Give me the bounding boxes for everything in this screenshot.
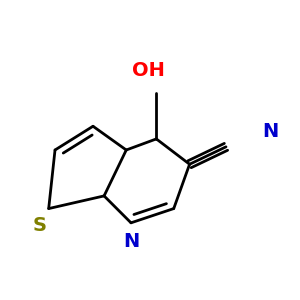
- Text: OH: OH: [132, 61, 165, 80]
- Text: N: N: [262, 122, 279, 140]
- Text: N: N: [123, 232, 139, 251]
- Text: S: S: [32, 217, 46, 236]
